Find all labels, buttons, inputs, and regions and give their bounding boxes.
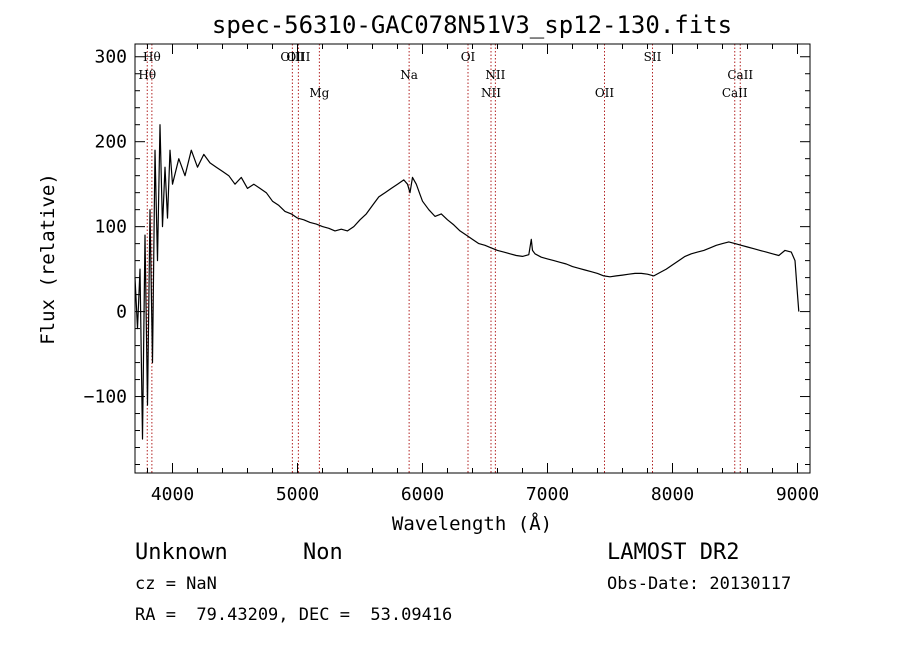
plot-frame bbox=[134, 43, 811, 474]
line-marker-label: CaII bbox=[727, 68, 753, 82]
line-marker-label: Mg bbox=[309, 86, 329, 100]
line-marker-label: OII bbox=[595, 86, 615, 100]
y-tick-label: 200 bbox=[94, 132, 127, 153]
line-marker-label: Na bbox=[400, 68, 418, 82]
line-markers bbox=[146, 44, 741, 473]
y-tick-label: 0 bbox=[116, 302, 127, 323]
x-tick-label: 7000 bbox=[526, 484, 569, 505]
redshift-text: cz = NaN bbox=[135, 574, 217, 594]
line-marker-label: SII bbox=[644, 50, 662, 64]
x-tick-label: 6000 bbox=[401, 484, 444, 505]
chart-title: spec-56310-GAC078N51V3_sp12-130.fits bbox=[212, 11, 732, 39]
y-tick-label: 100 bbox=[94, 217, 127, 238]
y-tick-label: −100 bbox=[84, 387, 127, 408]
x-tick-label: 5000 bbox=[276, 484, 319, 505]
coordinates-text: RA = 79.43209, DEC = 53.09416 bbox=[135, 605, 452, 625]
y-tick-label: 300 bbox=[94, 47, 127, 68]
line-marker-label: OIII bbox=[286, 50, 310, 64]
survey-name: LAMOST DR2 bbox=[607, 540, 739, 565]
line-marker-label: Hθ bbox=[138, 68, 156, 82]
y-axis-label: Flux (relative) bbox=[37, 173, 59, 345]
x-tick-label: 4000 bbox=[151, 484, 194, 505]
x-tick-label: 8000 bbox=[651, 484, 694, 505]
spectrum-series bbox=[134, 124, 800, 440]
line-marker-label: NII bbox=[481, 86, 501, 100]
line-marker-label: CaII bbox=[722, 86, 748, 100]
line-marker-label: OIII bbox=[280, 50, 304, 64]
x-tick-label: 9000 bbox=[776, 484, 819, 505]
obs-date-text: Obs-Date: 20130117 bbox=[607, 574, 791, 594]
spectrum-line bbox=[134, 124, 800, 440]
x-axis-label: Wavelength (Å) bbox=[392, 512, 552, 535]
axis-ticks: 4000 5000 6000 7000 8000 9000 −100 0 100 200 300 bbox=[84, 44, 819, 505]
object-class: Unknown bbox=[135, 540, 228, 565]
object-subclass: Non bbox=[303, 540, 343, 565]
line-marker-label: Hθ bbox=[143, 50, 161, 64]
line-marker-label: OI bbox=[461, 50, 476, 64]
line-marker-label: NII bbox=[485, 68, 505, 82]
